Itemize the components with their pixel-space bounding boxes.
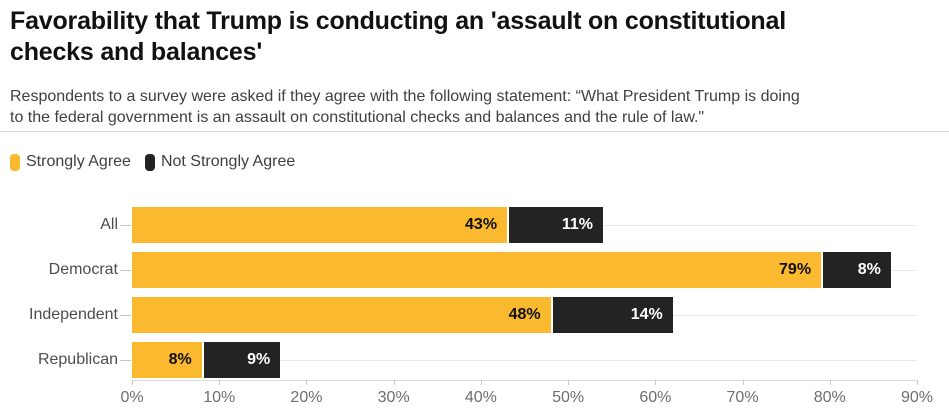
row-guide-line	[672, 315, 917, 316]
row-guide-line	[890, 270, 917, 271]
chart-subtitle: Respondents to a survey were asked if th…	[10, 88, 800, 126]
category-tick	[120, 225, 131, 226]
legend-swatch-strongly-agree	[10, 153, 20, 171]
bar-segment-strongly-agree: 8%	[132, 342, 202, 378]
value-label: 79%	[779, 261, 812, 278]
value-label: 14%	[630, 306, 663, 323]
value-label: 9%	[247, 351, 271, 368]
chart-legend: Strongly Agree Not Strongly Agree	[10, 153, 295, 171]
x-axis-tick-label: 60%	[639, 389, 672, 406]
row-guide-line	[280, 360, 917, 361]
x-axis-tick-label: 10%	[203, 389, 236, 406]
value-label: 8%	[168, 351, 192, 368]
category-label: Independent	[29, 306, 118, 323]
legend-item-strongly-agree: Strongly Agree	[10, 153, 131, 171]
bar-segment-strongly-agree: 48%	[132, 297, 551, 333]
x-axis-tick-label: 30%	[377, 389, 410, 406]
category-tick	[120, 315, 131, 316]
x-axis-tick-label: 40%	[464, 389, 497, 406]
x-axis-tick	[393, 380, 395, 385]
x-axis-tick	[306, 380, 308, 385]
value-label: 43%	[465, 216, 498, 233]
legend-label: Not Strongly Agree	[160, 153, 296, 170]
x-axis-tick	[219, 380, 221, 385]
category-label: All	[100, 216, 118, 233]
value-label: 8%	[857, 261, 881, 278]
legend-label: Strongly Agree	[26, 153, 131, 170]
bar-segment-not-strongly-agree: 8%	[821, 252, 891, 288]
bar-segment-not-strongly-agree: 9%	[201, 342, 281, 378]
category-label: Republican	[37, 351, 118, 368]
bar-segment-not-strongly-agree: 11%	[507, 207, 603, 243]
value-label: 48%	[508, 306, 541, 323]
x-axis-tick-label: 50%	[552, 389, 585, 406]
x-axis-tick	[568, 380, 570, 385]
x-axis-tick	[742, 380, 744, 385]
category-label: Democrat	[48, 261, 118, 278]
category-tick	[120, 270, 131, 271]
bar-segment-not-strongly-agree: 14%	[550, 297, 673, 333]
legend-item-not-strongly-agree: Not Strongly Agree	[144, 153, 296, 171]
chart-title: Favorability that Trump is conducting an…	[10, 7, 786, 66]
x-axis-tick-label: 80%	[813, 389, 846, 406]
bar-segment-strongly-agree: 79%	[132, 252, 822, 288]
x-axis-tick	[655, 380, 657, 385]
row-guide-line	[603, 225, 917, 226]
x-axis-tick	[829, 380, 831, 385]
bar-segment-strongly-agree: 43%	[132, 207, 508, 243]
x-axis-tick	[480, 380, 482, 385]
x-axis-tick	[132, 380, 133, 385]
x-axis-tick-label: 0%	[120, 389, 144, 406]
x-axis-tick	[917, 380, 918, 385]
header-divider	[0, 131, 949, 132]
category-tick	[120, 360, 131, 361]
legend-swatch-not-strongly-agree	[144, 153, 155, 171]
x-axis-line	[132, 380, 917, 381]
x-axis-tick-label: 20%	[290, 389, 323, 406]
x-axis-tick-label: 70%	[726, 389, 759, 406]
x-axis-tick-label: 90%	[900, 389, 934, 406]
value-label: 11%	[561, 216, 593, 233]
